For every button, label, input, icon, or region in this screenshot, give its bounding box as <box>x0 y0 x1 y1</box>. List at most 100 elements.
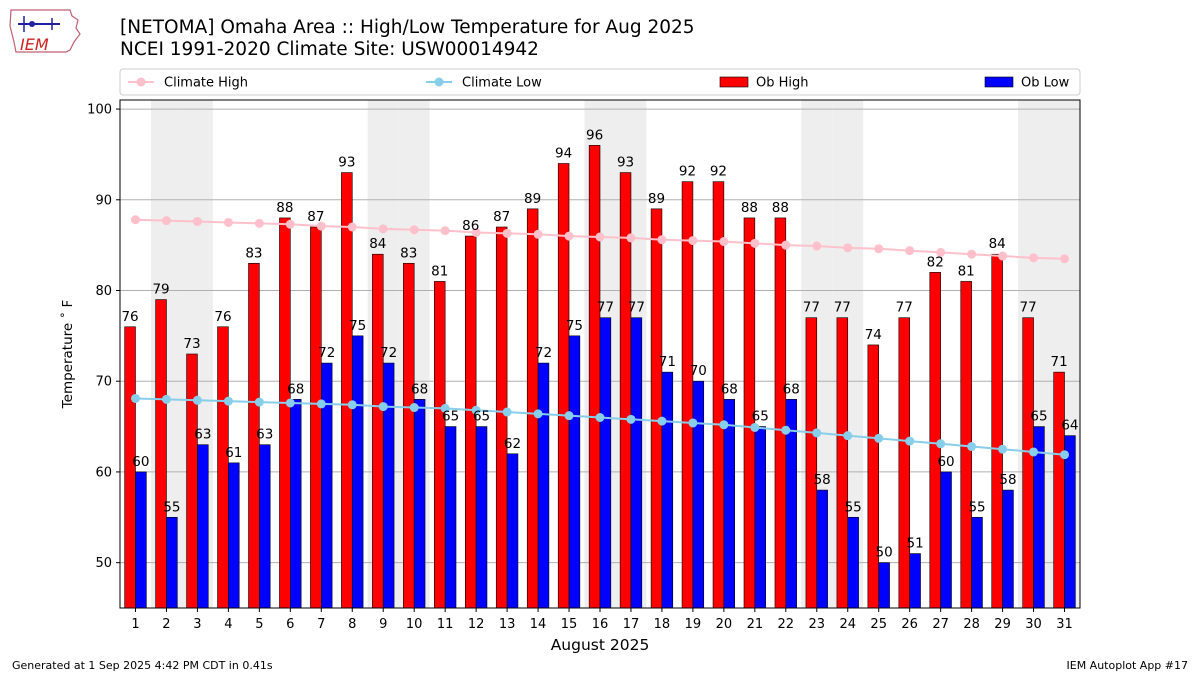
climate-high-point-day-1 <box>130 215 140 225</box>
ob-low-bar-day-13 <box>506 453 519 609</box>
x-tick-label-25: 25 <box>870 617 887 632</box>
chart-title-line2: NCEI 1991-2020 Climate Site: USW00014942 <box>120 39 539 60</box>
ob-high-label-day-27: 82 <box>927 254 944 270</box>
ob-high-label-day-24: 77 <box>834 300 851 316</box>
ob-low-bar-day-4 <box>228 462 240 609</box>
climate-low-point-day-1 <box>130 393 140 403</box>
x-tick-label-9: 9 <box>379 617 387 632</box>
x-tick-label-20: 20 <box>716 617 733 632</box>
ob-high-label-day-25: 74 <box>865 327 882 343</box>
ob-high-bar-day-6 <box>279 217 291 609</box>
ob-low-label-day-24: 55 <box>845 499 862 515</box>
ob-high-label-day-9: 84 <box>369 236 386 252</box>
ob-low-bar-day-28 <box>971 516 983 609</box>
x-tick-label-15: 15 <box>561 617 578 632</box>
x-tick-label-4: 4 <box>224 617 232 632</box>
ob-low-bar-day-9 <box>382 362 395 609</box>
ob-low-label-day-1: 60 <box>132 454 149 470</box>
bars <box>124 145 1076 609</box>
ob-low-bar-day-14 <box>537 362 550 609</box>
app-footer: IEM Autoplot App #17 <box>1066 659 1189 672</box>
ob-high-bar-day-18 <box>650 208 663 609</box>
climate-low-point-day-20 <box>719 420 729 430</box>
climate-low-point-day-15 <box>564 411 574 421</box>
y-tick-label-100: 100 <box>87 103 112 118</box>
ob-low-bar-day-2 <box>166 516 178 609</box>
legend-climate-high-swatch-marker <box>136 77 146 87</box>
ob-low-label-day-18: 71 <box>659 354 676 370</box>
ob-low-label-day-25: 50 <box>876 545 893 561</box>
x-tick-label-21: 21 <box>747 617 764 632</box>
climate-high-point-day-5 <box>254 218 264 228</box>
climate-high-point-day-22 <box>781 240 791 250</box>
ob-low-bar-day-23 <box>816 489 828 609</box>
climate-low-point-day-13 <box>502 407 512 417</box>
x-tick-label-7: 7 <box>317 617 325 632</box>
ob-high-bar-day-19 <box>681 181 694 609</box>
ob-low-bar-day-31 <box>1064 435 1076 609</box>
x-tick-label-8: 8 <box>348 617 356 632</box>
ob-low-label-day-20: 68 <box>721 381 738 397</box>
ob-high-bar-day-15 <box>557 163 570 609</box>
x-tick-label-14: 14 <box>530 617 547 632</box>
climate-high-point-day-17 <box>626 233 636 243</box>
ob-low-bar-day-25 <box>878 562 890 609</box>
ob-high-label-day-31: 71 <box>1051 354 1068 370</box>
ob-low-label-day-15: 75 <box>566 318 583 334</box>
climate-low-point-day-31 <box>1060 450 1070 460</box>
ob-high-label-day-19: 92 <box>679 164 696 180</box>
ob-low-bar-day-15 <box>568 335 581 609</box>
x-tick-label-30: 30 <box>1025 617 1042 632</box>
ob-high-label-day-5: 83 <box>245 245 262 261</box>
climate-high-point-day-23 <box>812 241 822 251</box>
ob-low-bar-day-26 <box>909 553 921 609</box>
climate-lines <box>130 215 1070 460</box>
climate-high-point-day-29 <box>998 251 1008 261</box>
legend-climate-high-label: Climate High <box>164 76 248 91</box>
ob-high-bar-day-13 <box>495 226 508 609</box>
x-tick-label-3: 3 <box>193 617 201 632</box>
x-tick-label-12: 12 <box>468 617 485 632</box>
ob-low-label-day-27: 60 <box>937 454 954 470</box>
ob-high-label-day-29: 84 <box>989 236 1006 252</box>
ob-high-label-day-6: 88 <box>276 200 293 216</box>
climate-low-point-day-29 <box>998 444 1008 454</box>
ob-high-bar-day-2 <box>155 299 167 609</box>
climate-high-point-day-27 <box>936 247 946 257</box>
ob-high-label-day-1: 76 <box>121 309 138 325</box>
ob-low-bar-day-10 <box>413 399 426 609</box>
ob-low-label-day-8: 75 <box>349 318 366 334</box>
chart-title: [NETOMA] Omaha Area :: High/Low Temperat… <box>120 17 695 61</box>
climate-low-point-day-12 <box>471 405 481 415</box>
climate-high-point-day-6 <box>285 219 295 229</box>
ob-low-bar-day-8 <box>351 335 364 609</box>
ob-high-label-day-13: 87 <box>493 209 510 225</box>
y-tick-label-70: 70 <box>95 375 112 390</box>
climate-high-point-day-20 <box>719 237 729 247</box>
bar-value-labels: 76 60 79 55 73 63 76 61 83 63 88 68 87 72 93 75 84 72 83 68… <box>121 127 1078 560</box>
climate-high-point-day-16 <box>595 232 605 242</box>
ob-high-label-day-2: 79 <box>152 282 169 298</box>
climate-low-point-day-4 <box>223 396 233 406</box>
x-tick-label-17: 17 <box>623 617 640 632</box>
ob-high-label-day-15: 94 <box>555 146 572 162</box>
iem-logo: IEM <box>8 6 84 62</box>
ob-low-label-day-5: 63 <box>256 427 273 443</box>
climate-low-point-day-23 <box>812 428 822 438</box>
legend: Climate High Climate Low Ob High Ob Low <box>119 68 1081 96</box>
ob-high-label-day-11: 81 <box>431 263 448 279</box>
climate-low-point-day-16 <box>595 413 605 422</box>
climate-low-point-day-28 <box>967 442 977 452</box>
climate-low-point-day-10 <box>409 403 419 413</box>
climate-high-point-day-3 <box>192 217 202 227</box>
logo-text: IEM <box>20 35 49 54</box>
ob-high-label-day-20: 92 <box>710 164 727 180</box>
climate-low-point-day-6 <box>285 398 295 408</box>
ob-high-bar-day-14 <box>526 208 539 609</box>
ob-low-label-day-28: 55 <box>968 499 985 515</box>
climate-high-point-day-26 <box>905 246 915 256</box>
ob-high-bar-day-29 <box>991 253 1003 609</box>
climate-high-point-day-18 <box>657 235 667 245</box>
ob-low-label-day-31: 64 <box>1061 418 1078 434</box>
